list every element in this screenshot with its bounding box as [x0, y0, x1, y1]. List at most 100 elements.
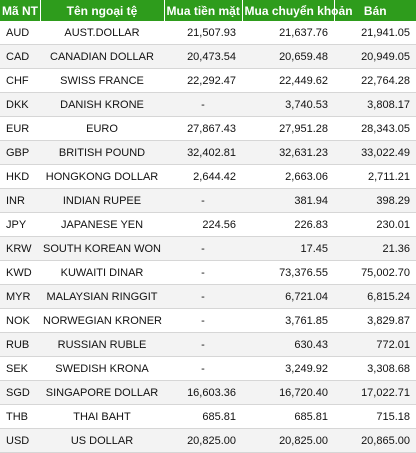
- cash-buy-cell: 20,825.00: [164, 428, 242, 453]
- table-body: AUD AUST.DOLLAR 21,507.93 21,637.76 21,941.0…: [0, 21, 416, 453]
- table-row: AUD AUST.DOLLAR 21,507.93 21,637.76 21,941.0…: [0, 21, 416, 45]
- table-row: HKD HONGKONG DOLLAR 2,644.42 2,663.06 2,711.…: [0, 164, 416, 189]
- transfer-buy-cell: 16,720.40: [242, 380, 334, 405]
- currency-name-cell: SWISS FRANCE: [40, 68, 164, 93]
- transfer-buy-cell: 2,663.06: [242, 164, 334, 189]
- cash-buy-cell: -: [164, 308, 242, 333]
- sell-cell: 230.01: [334, 212, 416, 237]
- currency-code-cell: AUD: [0, 21, 40, 45]
- cash-buy-cell: 21,507.93: [164, 21, 242, 45]
- currency-name-cell: BRITISH POUND: [40, 140, 164, 165]
- currency-code-cell: USD: [0, 428, 40, 453]
- sell-cell: 17,022.71: [334, 380, 416, 405]
- currency-code-cell: NOK: [0, 308, 40, 333]
- currency-code-cell: INR: [0, 188, 40, 213]
- table-row: INR INDIAN RUPEE -381.94 398.29: [0, 188, 416, 213]
- table-row: USD US DOLLAR 20,825.00 20,825.00 20,865.00: [0, 428, 416, 453]
- header-currency-code: Mã NT: [0, 0, 41, 21]
- transfer-buy-cell: 226.83: [242, 212, 334, 237]
- currency-name-cell: RUSSIAN RUBLE: [40, 332, 164, 357]
- table-row: CHF SWISS FRANCE 22,292.47 22,449.62 22,764.…: [0, 68, 416, 93]
- sell-cell: 20,865.00: [334, 428, 416, 453]
- currency-code-cell: CHF: [0, 68, 40, 93]
- transfer-buy-cell: 27,951.28: [242, 116, 334, 141]
- table-row: MYR MALAYSIAN RINGGIT -6,721.04 6,815.24: [0, 284, 416, 309]
- currency-code-cell: JPY: [0, 212, 40, 237]
- cash-buy-cell: 20,473.54: [164, 44, 242, 69]
- currency-code-cell: SGD: [0, 380, 40, 405]
- header-cash-buy: Mua tiền mặt: [164, 0, 243, 21]
- table-row: EUR EURO 27,867.43 27,951.28 28,343.05: [0, 116, 416, 141]
- sell-cell: 21,941.05: [334, 21, 416, 45]
- currency-name-cell: CANADIAN DOLLAR: [40, 44, 164, 69]
- currency-name-cell: THAI BAHT: [40, 404, 164, 429]
- cash-buy-cell: 685.81: [164, 404, 242, 429]
- table-row: RUB RUSSIAN RUBLE -630.43 772.01: [0, 332, 416, 357]
- table-header: Mã NT Tên ngoại tệ Mua tiền mặt Mua chuy…: [0, 0, 416, 21]
- currency-code-cell: DKK: [0, 92, 40, 117]
- currency-code-cell: RUB: [0, 332, 40, 357]
- cash-buy-cell: -: [164, 236, 242, 261]
- currency-name-cell: US DOLLAR: [40, 428, 164, 453]
- currency-name-cell: HONGKONG DOLLAR: [40, 164, 164, 189]
- currency-name-cell: SOUTH KOREAN WON: [40, 236, 164, 261]
- sell-cell: 2,711.21: [334, 164, 416, 189]
- currency-code-cell: KWD: [0, 260, 40, 285]
- transfer-buy-cell: 73,376.55: [242, 260, 334, 285]
- table-row: DKK DANISH KRONE -3,740.53 3,808.17: [0, 92, 416, 117]
- transfer-buy-cell: 3,761.85: [242, 308, 334, 333]
- sell-cell: 20,949.05: [334, 44, 416, 69]
- cash-buy-cell: 16,603.36: [164, 380, 242, 405]
- currency-code-cell: EUR: [0, 116, 40, 141]
- table-row: JPY JAPANESE YEN 224.56 226.83 230.01: [0, 212, 416, 237]
- cash-buy-cell: 27,867.43: [164, 116, 242, 141]
- sell-cell: 33,022.49: [334, 140, 416, 165]
- transfer-buy-cell: 22,449.62: [242, 68, 334, 93]
- currency-name-cell: SINGAPORE DOLLAR: [40, 380, 164, 405]
- cash-buy-cell: 22,292.47: [164, 68, 242, 93]
- header-transfer-buy: Mua chuyển khoản: [242, 0, 353, 21]
- currency-code-cell: HKD: [0, 164, 40, 189]
- table-row: CAD CANADIAN DOLLAR 20,473.54 20,659.48 20,9…: [0, 44, 416, 69]
- cash-buy-cell: 2,644.42: [164, 164, 242, 189]
- currency-code-cell: MYR: [0, 284, 40, 309]
- table-row: NOK NORWEGIAN KRONER -3,761.85 3,829.87: [0, 308, 416, 333]
- transfer-buy-cell: 381.94: [242, 188, 334, 213]
- table-row: GBP BRITISH POUND 32,402.81 32,631.23 33,022…: [0, 140, 416, 165]
- table-row: KWD KUWAITI DINAR -73,376.55 75,002.70: [0, 260, 416, 285]
- currency-name-cell: JAPANESE YEN: [40, 212, 164, 237]
- sell-cell: 398.29: [334, 188, 416, 213]
- currency-name-cell: AUST.DOLLAR: [40, 21, 164, 45]
- currency-code-cell: SEK: [0, 356, 40, 381]
- transfer-buy-cell: 20,659.48: [242, 44, 334, 69]
- currency-code-cell: KRW: [0, 236, 40, 261]
- currency-name-cell: SWEDISH KRONA: [40, 356, 164, 381]
- currency-name-cell: KUWAITI DINAR: [40, 260, 164, 285]
- transfer-buy-cell: 21,637.76: [242, 21, 334, 45]
- sell-cell: 6,815.24: [334, 284, 416, 309]
- sell-cell: 772.01: [334, 332, 416, 357]
- sell-cell: 75,002.70: [334, 260, 416, 285]
- header-sell: Bán: [334, 0, 416, 21]
- sell-cell: 715.18: [334, 404, 416, 429]
- cash-buy-cell: 32,402.81: [164, 140, 242, 165]
- currency-name-cell: MALAYSIAN RINGGIT: [40, 284, 164, 309]
- table-row: SGD SINGAPORE DOLLAR 16,603.36 16,720.40 17,…: [0, 380, 416, 405]
- transfer-buy-cell: 630.43: [242, 332, 334, 357]
- table-row: SEK SWEDISH KRONA -3,249.92 3,308.68: [0, 356, 416, 381]
- transfer-buy-cell: 685.81: [242, 404, 334, 429]
- transfer-buy-cell: 32,631.23: [242, 140, 334, 165]
- currency-name-cell: EURO: [40, 116, 164, 141]
- table-row: KRW SOUTH KOREAN WON -17.45 21.36: [0, 236, 416, 261]
- currency-name-cell: NORWEGIAN KRONER: [40, 308, 164, 333]
- cash-buy-cell: -: [164, 188, 242, 213]
- header-row: Mã NT Tên ngoại tệ Mua tiền mặt Mua chuy…: [0, 0, 416, 21]
- cash-buy-cell: -: [164, 332, 242, 357]
- sell-cell: 3,808.17: [334, 92, 416, 117]
- currency-name-cell: DANISH KRONE: [40, 92, 164, 117]
- currency-name-cell: INDIAN RUPEE: [40, 188, 164, 213]
- transfer-buy-cell: 17.45: [242, 236, 334, 261]
- cash-buy-cell: -: [164, 356, 242, 381]
